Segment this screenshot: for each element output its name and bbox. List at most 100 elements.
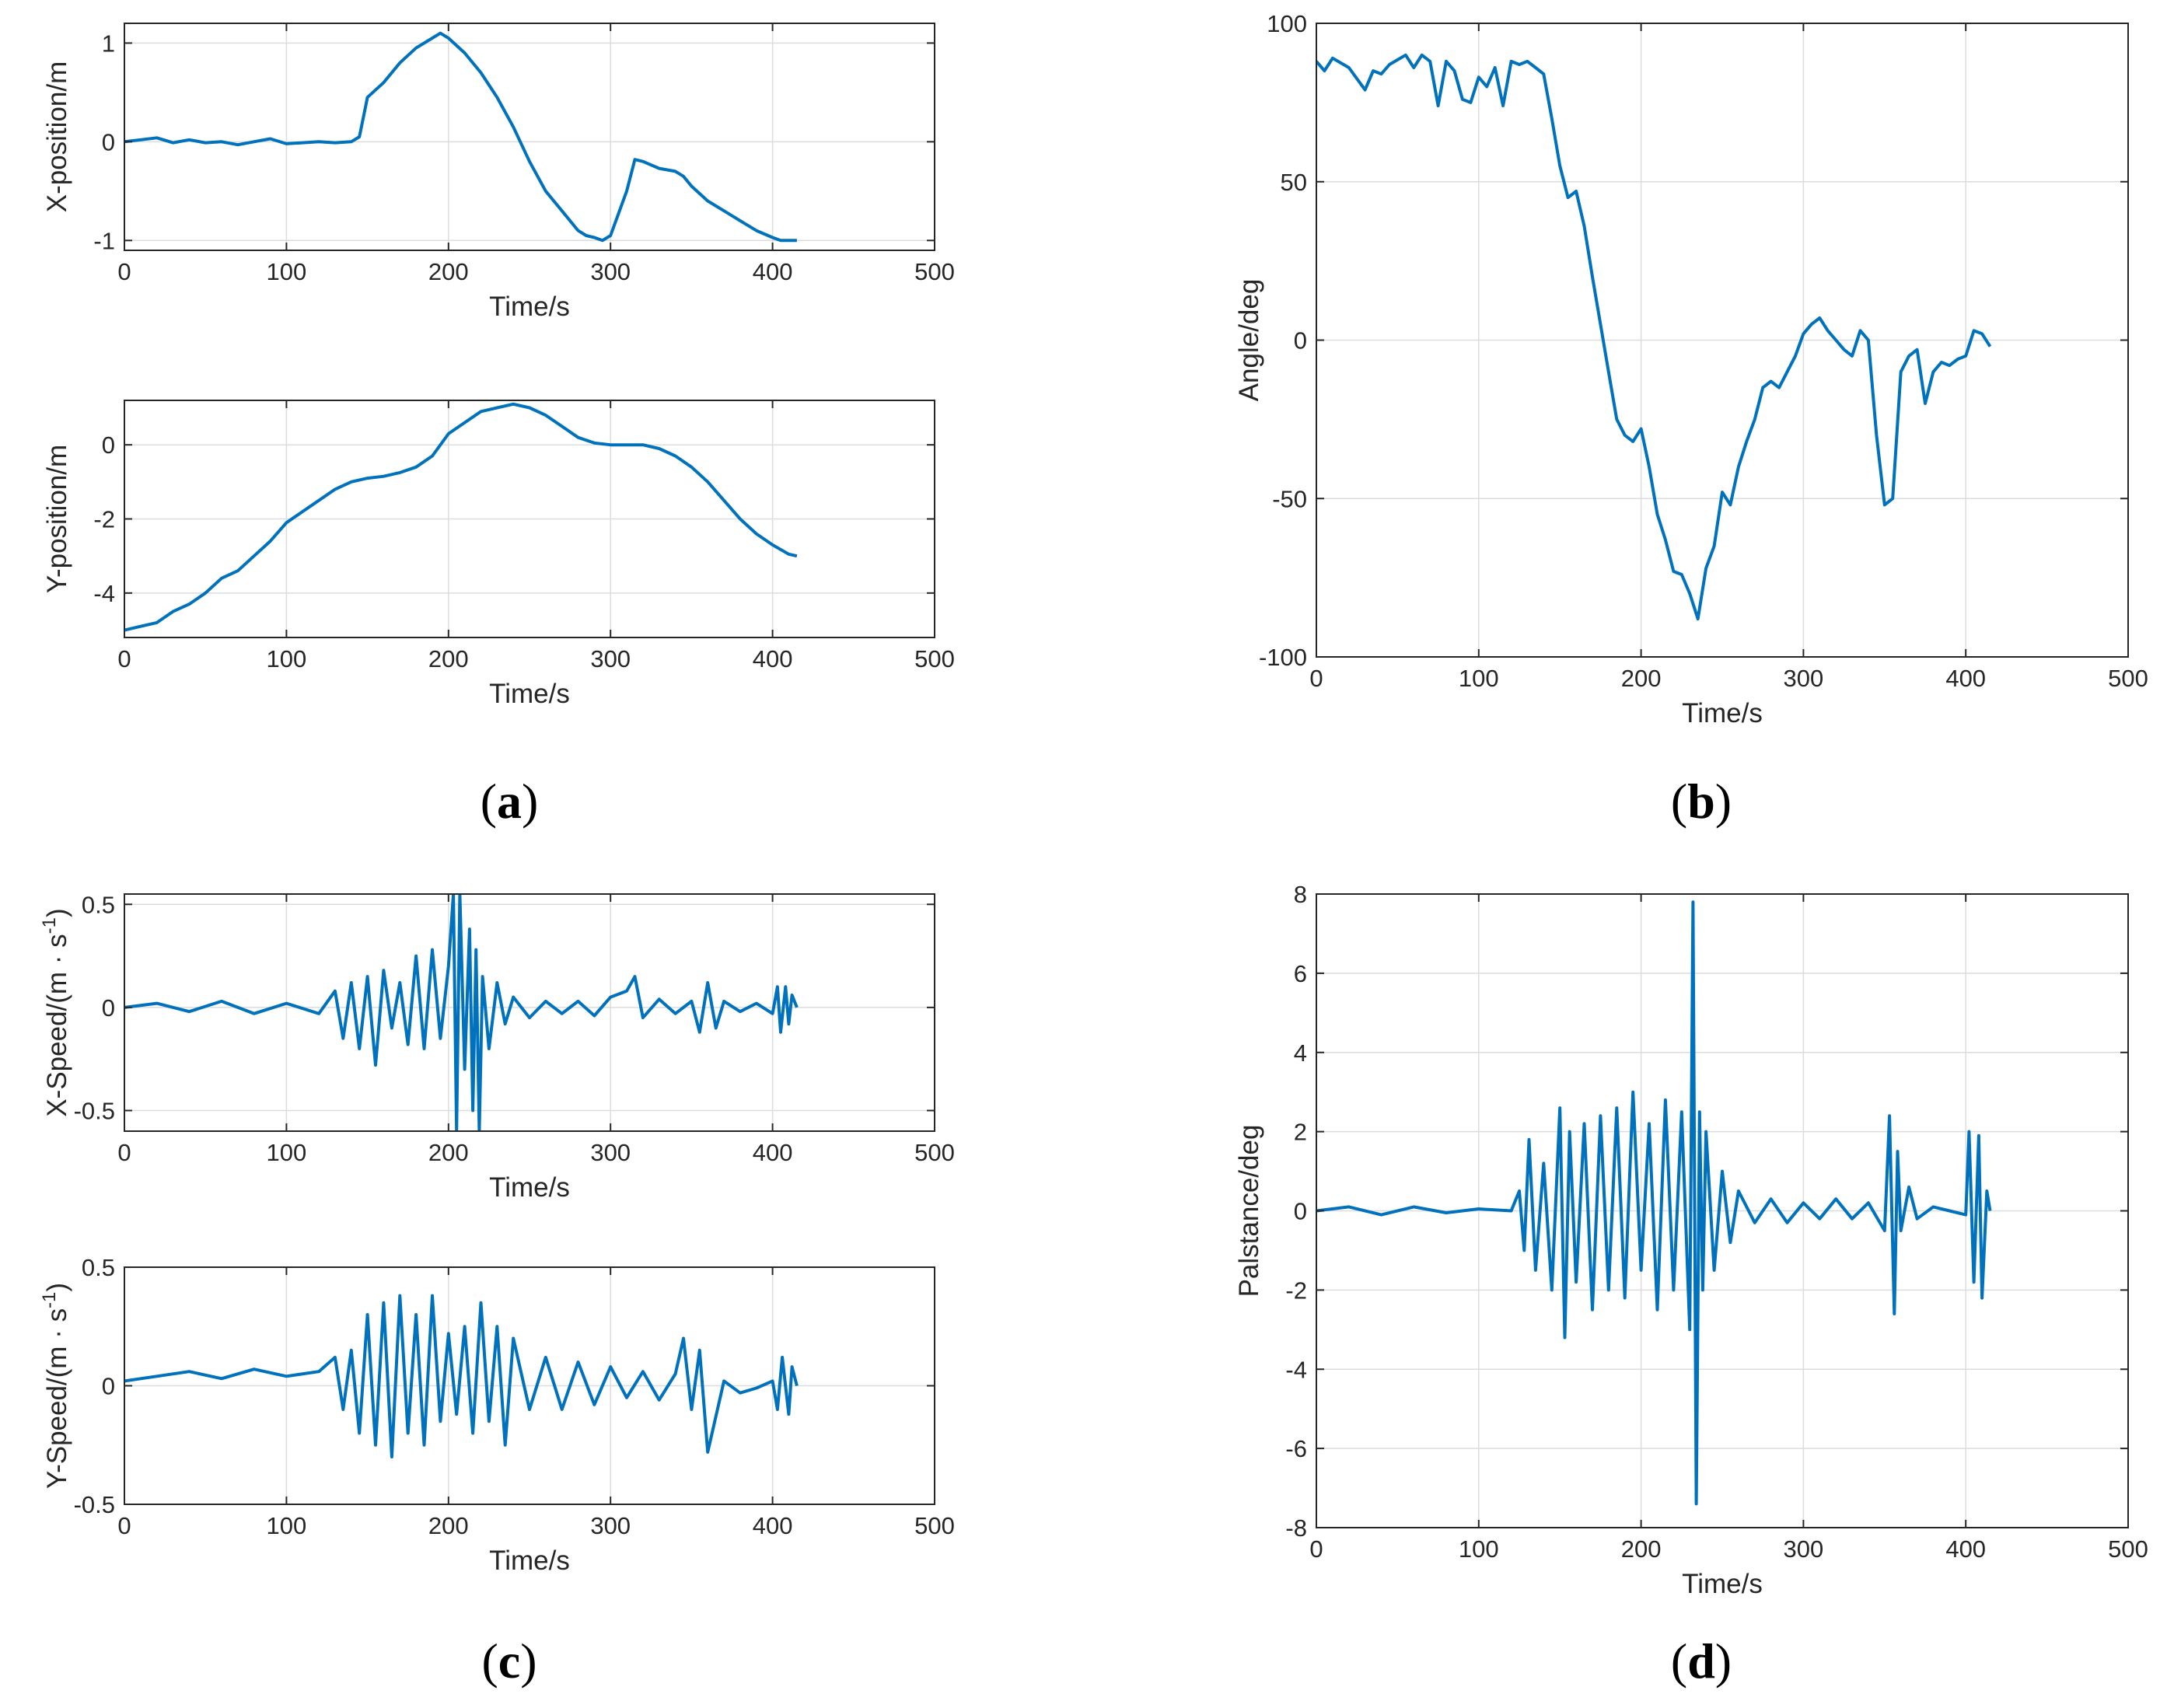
y-position-ytick-label: -2 bbox=[93, 506, 115, 533]
palstance-xtick-label: 100 bbox=[1459, 1535, 1499, 1563]
y-speed-xtick-label: 200 bbox=[428, 1512, 469, 1539]
x-position-series-line bbox=[124, 31, 797, 243]
palstance-ytick-label: -8 bbox=[1285, 1514, 1307, 1542]
panel-labels: (a) (b) (c) (d) bbox=[481, 774, 1732, 1689]
y-speed-xtick-label: 300 bbox=[590, 1512, 631, 1539]
palstance-xlabel: Time/s bbox=[1682, 1569, 1763, 1599]
palstance-xtick-label: 500 bbox=[2108, 1535, 2148, 1563]
palstance-ytick-label: 2 bbox=[1294, 1119, 1307, 1146]
y-speed-ylabel-close: ) bbox=[42, 1283, 72, 1292]
angle-series-line bbox=[1316, 53, 1992, 621]
x-speed-ylabel: X-Speed/(m · s-1) bbox=[39, 908, 72, 1116]
angle-xtick-label: 400 bbox=[1945, 665, 1986, 692]
y-speed-ytick-label: -0.5 bbox=[74, 1491, 115, 1518]
x-position-ytick-label: 1 bbox=[102, 30, 115, 57]
y-speed-ylabel: Y-Speed/(m · s-1) bbox=[39, 1283, 72, 1489]
y-position-xtick-label: 0 bbox=[117, 645, 131, 672]
angle-xlabel: Time/s bbox=[1682, 698, 1763, 728]
palstance-ytick-label: 8 bbox=[1294, 881, 1307, 908]
angle-ylabel: Angle/deg bbox=[1234, 279, 1264, 402]
palstance-xtick-label: 0 bbox=[1309, 1535, 1323, 1563]
panel-label-d-letter: d bbox=[1687, 1633, 1715, 1689]
palstance-ytick-label: 0 bbox=[1294, 1198, 1307, 1225]
x-speed-xtick-label: 300 bbox=[590, 1139, 631, 1166]
angle-ytick-label: 0 bbox=[1294, 327, 1307, 355]
y-speed-xtick-label: 0 bbox=[117, 1512, 131, 1539]
angle-xtick-label: 100 bbox=[1459, 665, 1499, 692]
y-position-xtick-label: 500 bbox=[914, 645, 955, 672]
x-speed-series-line bbox=[124, 894, 799, 1131]
palstance-series-line bbox=[1316, 900, 1992, 1506]
x-speed-xtick-label: 100 bbox=[267, 1139, 307, 1166]
x-position-xtick-label: 200 bbox=[428, 258, 469, 285]
x-speed-ytick-label: 0 bbox=[102, 994, 115, 1022]
x-position-xtick-label: 100 bbox=[267, 258, 307, 285]
y-speed-xtick-label: 400 bbox=[753, 1512, 793, 1539]
y-position-xtick-label: 200 bbox=[428, 645, 469, 672]
angle-xtick-label: 300 bbox=[1784, 665, 1824, 692]
y-position-xtick-label: 100 bbox=[267, 645, 307, 672]
y-position-xlabel: Time/s bbox=[489, 679, 570, 709]
panel-label-b-letter: b bbox=[1687, 774, 1715, 829]
y-position-xtick-label: 400 bbox=[753, 645, 793, 672]
palstance-ytick-label: -4 bbox=[1285, 1356, 1307, 1383]
angle-ytick-label: -100 bbox=[1259, 644, 1307, 671]
panel-label-a: (a) bbox=[481, 774, 539, 829]
palstance-ylabel: Palstance/deg bbox=[1234, 1125, 1264, 1298]
panel-label-c-letter: c bbox=[498, 1633, 520, 1689]
x-speed-ytick-label: -0.5 bbox=[74, 1097, 115, 1124]
y-position-ytick-label: -4 bbox=[93, 580, 115, 607]
y-position-ylabel: Y-position/m bbox=[42, 445, 72, 593]
x-position-xtick-label: 500 bbox=[914, 258, 955, 285]
x-speed-xtick-label: 200 bbox=[428, 1139, 469, 1166]
y-speed-xtick-label: 100 bbox=[267, 1512, 307, 1539]
x-speed-xtick-label: 0 bbox=[117, 1139, 131, 1166]
y-position-chart: 0 100 200 300 400 500 -4 -2 0 Time/s Y-position/m bbox=[42, 400, 955, 709]
x-speed-xlabel: Time/s bbox=[489, 1172, 570, 1203]
x-speed-xtick-label: 500 bbox=[914, 1139, 955, 1166]
palstance-xtick-label: 200 bbox=[1621, 1535, 1662, 1563]
angle-ytick-label: 50 bbox=[1281, 169, 1307, 196]
y-position-xtick-label: 300 bbox=[590, 645, 631, 672]
x-speed-xtick-label: 400 bbox=[753, 1139, 793, 1166]
y-speed-chart: 0 100 200 300 400 500-0.500.5Time/sY-Speed/(m… bbox=[39, 1254, 955, 1576]
palstance-chart: 0 100 200 300 400 500 -8 -6 -4 -2 0 2 4 6 8 Time/s Palst… bbox=[1234, 881, 2148, 1599]
x-position-ylabel: X-position/m bbox=[42, 61, 72, 213]
y-speed-xtick-label: 500 bbox=[914, 1512, 955, 1539]
y-position-series-line bbox=[124, 402, 798, 632]
x-position-axes-box bbox=[124, 23, 935, 251]
x-position-xtick-label: 0 bbox=[117, 258, 131, 285]
x-speed-ylabel-base: X-Speed/(m · s bbox=[42, 934, 72, 1116]
palstance-xtick-label: 300 bbox=[1784, 1535, 1824, 1563]
x-position-xtick-label: 400 bbox=[753, 258, 793, 285]
y-speed-ylabel-exponent: -1 bbox=[39, 1292, 60, 1308]
palstance-ytick-label: -6 bbox=[1285, 1435, 1307, 1462]
y-speed-ytick-label: 0 bbox=[102, 1373, 115, 1400]
angle-xtick-label: 200 bbox=[1621, 665, 1662, 692]
x-speed-ytick-label: 0.5 bbox=[82, 891, 115, 918]
y-speed-ylabel-base: Y-Speed/(m · s bbox=[42, 1308, 72, 1489]
x-speed-chart: 0 100 200 300 400 500-0.500.5Time/sX-Speed/(m… bbox=[39, 891, 955, 1203]
x-position-xlabel: Time/s bbox=[489, 292, 570, 322]
x-position-xtick-label: 300 bbox=[590, 258, 631, 285]
angle-chart: 0 100 200 300 400 500 -100 -50 0 50 100 Time/s Angle… bbox=[1234, 10, 2148, 728]
palstance-ytick-label: 4 bbox=[1294, 1039, 1307, 1067]
y-position-ytick-label: 0 bbox=[102, 431, 115, 459]
palstance-xtick-label: 400 bbox=[1945, 1535, 1986, 1563]
x-speed-ylabel-exponent: -1 bbox=[39, 917, 60, 934]
palstance-ytick-label: -2 bbox=[1285, 1277, 1307, 1304]
angle-xtick-label: 500 bbox=[2108, 665, 2148, 692]
panel-label-b: (b) bbox=[1671, 774, 1732, 829]
x-speed-axes-box bbox=[124, 893, 935, 1132]
y-speed-series-line bbox=[124, 1294, 799, 1458]
angle-ytick-label: 100 bbox=[1267, 10, 1307, 37]
x-position-ytick-label: 0 bbox=[102, 128, 115, 155]
x-speed-ylabel-close: ) bbox=[42, 908, 72, 917]
panel-label-a-letter: a bbox=[497, 774, 522, 829]
y-speed-xlabel: Time/s bbox=[489, 1546, 570, 1576]
panel-label-d: (d) bbox=[1671, 1633, 1732, 1689]
x-position-plot-area bbox=[124, 23, 935, 250]
angle-xtick-label: 0 bbox=[1309, 665, 1323, 692]
